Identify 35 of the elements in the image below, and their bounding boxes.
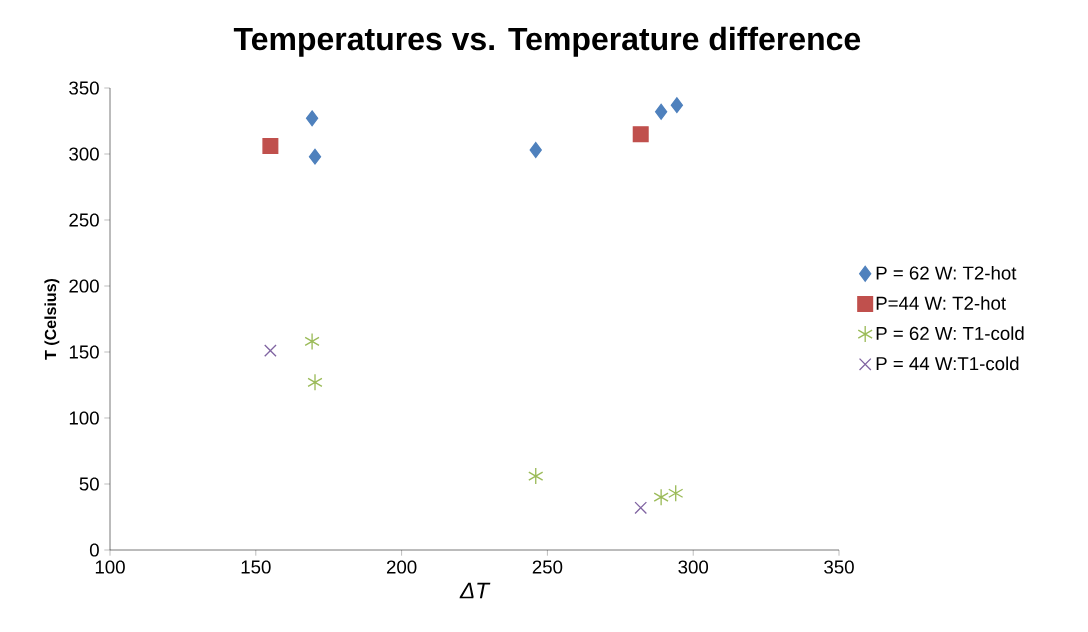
x-tick-label: 350	[824, 560, 854, 574]
y-tick-label: 250	[69, 213, 99, 227]
legend-label: P = 62 W: T1-cold	[876, 326, 1024, 341]
point	[653, 488, 669, 506]
y-tick-label: 200	[69, 279, 99, 293]
point	[528, 467, 544, 485]
point	[634, 501, 648, 515]
point	[670, 97, 684, 114]
point	[304, 332, 320, 351]
x-tick-label: 100	[95, 560, 125, 574]
y-tick-label: 50	[79, 477, 99, 491]
x-axis-title: ΔT	[459, 582, 491, 599]
point	[262, 138, 279, 155]
x-tick-label: 250	[532, 560, 563, 574]
legend-label: P = 62 W: T2-hot	[876, 265, 1017, 280]
legend-label: P = 44 W:T1-cold	[876, 356, 1019, 371]
chart-title: Temperatures vs. Temperature difference	[233, 26, 861, 57]
point	[632, 126, 649, 143]
point	[529, 142, 542, 159]
y-axis-title: T (Celsius)	[44, 278, 60, 360]
x-tick-label: 200	[386, 560, 417, 574]
point	[308, 148, 322, 165]
legend-label: P=44 W: T2-hot	[876, 296, 1006, 310]
y-tick-label: 0	[89, 543, 99, 557]
y-tick-label: 100	[69, 411, 99, 425]
y-tick-label: 150	[69, 345, 99, 359]
x-tick-label: 300	[678, 560, 709, 574]
y-tick-label: 350	[69, 81, 99, 95]
point	[264, 344, 277, 358]
point	[307, 373, 323, 392]
point	[668, 484, 684, 502]
point	[654, 103, 668, 120]
point	[305, 110, 319, 127]
y-tick-label: 300	[69, 147, 99, 161]
x-tick-label: 150	[241, 560, 271, 574]
